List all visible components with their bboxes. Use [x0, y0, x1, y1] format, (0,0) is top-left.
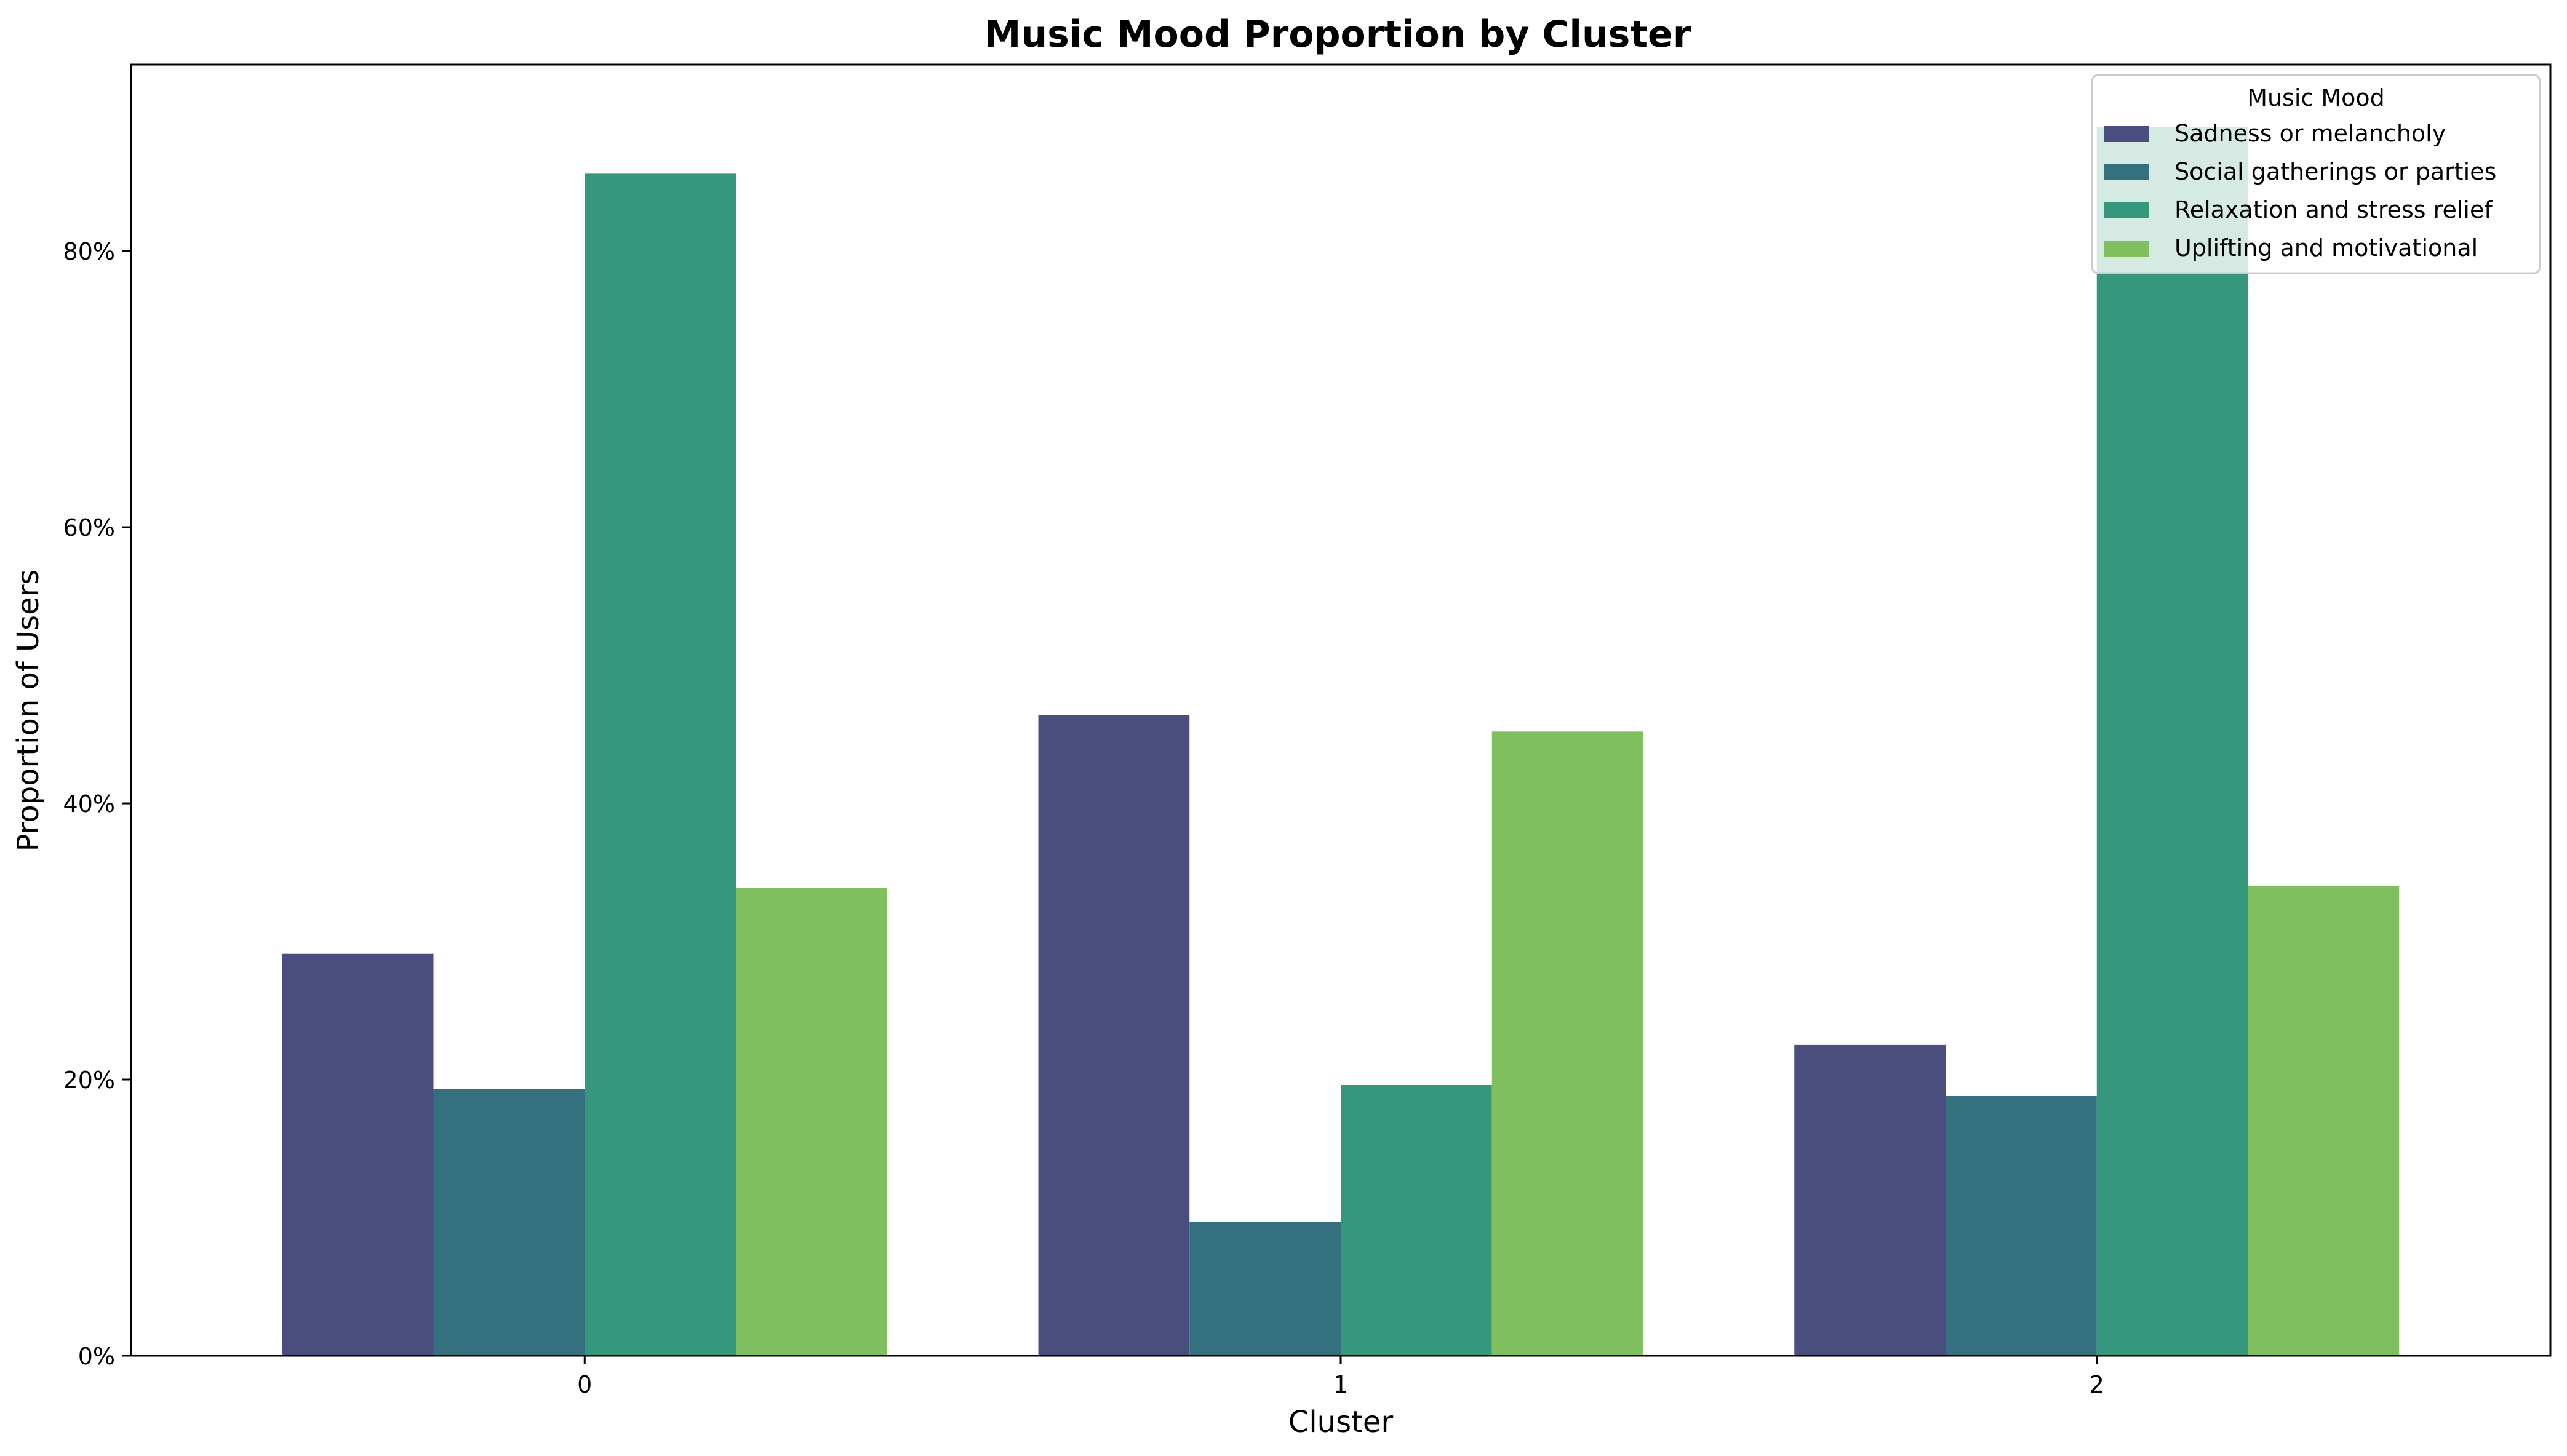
y-tick-label: 60% — [63, 514, 115, 541]
bar-cluster-2-series-2 — [2096, 127, 2248, 1356]
plot-frame — [130, 63, 2552, 1357]
bar-cluster-1-series-2 — [1341, 1084, 1492, 1356]
y-tick-label: 80% — [63, 238, 115, 265]
bar-cluster-0-series-0 — [282, 953, 434, 1356]
x-tick-label: 2 — [2090, 1371, 2104, 1398]
y-tick-label: 0% — [78, 1343, 115, 1370]
bar-cluster-2-series-3 — [2248, 886, 2400, 1356]
legend-swatch — [2104, 126, 2149, 142]
x-tick-label: 1 — [1333, 1371, 1348, 1398]
legend-title: Music Mood — [2247, 84, 2385, 111]
y-axis: 0% 20% 40% 60% 80% — [63, 238, 131, 1370]
legend-label: Uplifting and motivational — [2174, 234, 2478, 261]
legend-swatch — [2104, 202, 2149, 218]
x-axis: 0 1 2 — [577, 1356, 2104, 1398]
legend: Music Mood Sadness or melancholy Social g… — [2091, 74, 2541, 274]
y-tick-label: 40% — [63, 790, 115, 818]
legend-items: Sadness or melancholy Social gatherings o… — [2104, 120, 2496, 261]
bar-cluster-0-series-3 — [736, 887, 887, 1356]
legend-swatch — [2104, 164, 2149, 180]
bar-cluster-2-series-0 — [1794, 1044, 1946, 1356]
x-axis-label: Cluster — [1288, 1405, 1394, 1439]
bar-cluster-1-series-1 — [1189, 1222, 1341, 1356]
y-axis-label: Proportion of Users — [11, 570, 46, 852]
bar-cluster-1-series-0 — [1038, 715, 1190, 1356]
bar-cluster-2-series-1 — [1946, 1096, 2097, 1356]
legend-swatch — [2104, 241, 2149, 257]
legend-label: Social gatherings or parties — [2174, 158, 2496, 185]
bar-cluster-1-series-3 — [1491, 731, 1643, 1356]
legend-frame — [2091, 74, 2541, 274]
bars-group — [282, 127, 2400, 1356]
bar-cluster-0-series-2 — [585, 173, 736, 1356]
legend-label: Relaxation and stress relief — [2174, 196, 2493, 223]
legend-label: Sadness or melancholy — [2174, 120, 2446, 147]
x-tick-label: 0 — [577, 1371, 592, 1398]
y-tick-label: 20% — [63, 1067, 115, 1094]
chart-title: Music Mood Proportion by Cluster — [984, 13, 1691, 56]
bar-cluster-0-series-1 — [433, 1089, 585, 1356]
